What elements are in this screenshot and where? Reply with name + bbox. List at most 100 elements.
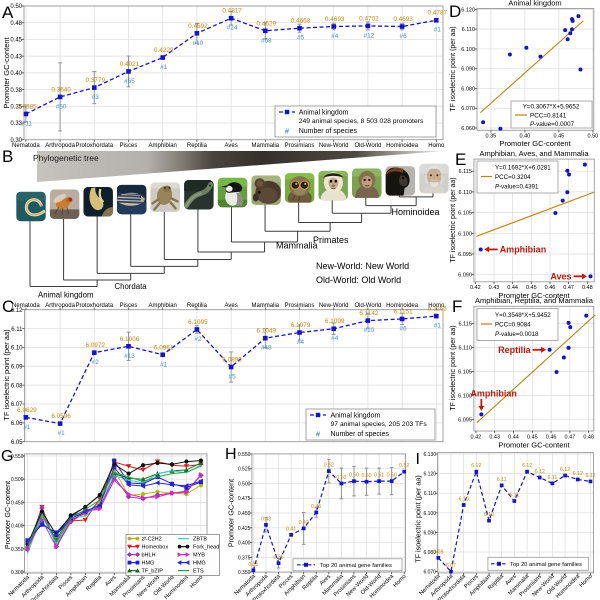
svg-text:0.45: 0.45 (311, 504, 321, 510)
svg-text:6.105: 6.105 (458, 370, 472, 376)
svg-text:6.130: 6.130 (423, 452, 436, 458)
svg-text:Old-World: Old-World (354, 143, 381, 149)
svg-text:#1: #1 (160, 361, 168, 368)
svg-text:#1: #1 (434, 323, 442, 330)
svg-text:6.100: 6.100 (458, 231, 472, 237)
svg-text:6.08: 6.08 (433, 549, 443, 555)
svg-text:Promoter GC-content: Promoter GC-content (499, 139, 571, 148)
svg-text:0.30: 0.30 (10, 138, 22, 144)
svg-text:#12: #12 (364, 32, 375, 39)
svg-text:Amphibian, Aves, and Mammalia: Amphibian, Aves, and Mammalia (479, 149, 589, 158)
svg-text:Old-World: Old-World (354, 303, 381, 309)
svg-text:PCC=0.8141: PCC=0.8141 (530, 113, 567, 120)
svg-text:0.400: 0.400 (11, 524, 24, 530)
svg-text:0.3779: 0.3779 (86, 77, 106, 84)
svg-text:0.4021: 0.4021 (120, 61, 140, 68)
svg-text:#4: #4 (331, 33, 339, 40)
svg-text:0.50: 0.50 (336, 475, 346, 481)
svg-text:Top 20 animal gene families: Top 20 animal gene families (320, 563, 392, 569)
svg-text:6.1142: 6.1142 (359, 310, 379, 317)
svg-text:#6: #6 (400, 325, 408, 332)
svg-text:TF isoelectric point (per aa): TF isoelectric point (per aa) (2, 329, 11, 421)
svg-text:Number of species: Number of species (299, 128, 358, 135)
svg-text:Homeobox: Homeobox (142, 545, 169, 551)
svg-text:0.50: 0.50 (387, 473, 397, 479)
svg-text:0.38: 0.38 (10, 88, 22, 94)
svg-text:0.4629: 0.4629 (257, 20, 277, 27)
svg-text:0.42: 0.42 (471, 435, 482, 441)
svg-text:Promoter GC-content: Promoter GC-content (227, 479, 236, 547)
svg-text:6.0896: 6.0896 (222, 357, 242, 364)
svg-text:Arthropoda: Arthropoda (45, 143, 75, 149)
svg-text:0.4702: 0.4702 (359, 15, 379, 22)
svg-text:0.45: 0.45 (554, 134, 565, 140)
svg-text:Top 20 animal gene families: Top 20 animal gene families (510, 562, 582, 568)
svg-text:0.50: 0.50 (10, 4, 22, 10)
svg-text:Nematoda: Nematoda (12, 143, 40, 149)
svg-text:0.4693: 0.4693 (393, 16, 413, 23)
svg-text:#1: #1 (434, 27, 442, 34)
svg-text:Animal kingdom: Animal kingdom (508, 0, 561, 8)
svg-text:0.500: 0.500 (238, 482, 251, 488)
svg-text:Y=0.1692*X+6.0281: Y=0.1692*X+6.0281 (495, 165, 551, 172)
svg-text:#55: #55 (124, 78, 135, 85)
svg-text:6.100: 6.100 (423, 511, 436, 517)
svg-text:#1: #1 (23, 424, 31, 431)
svg-text:0.3640: 0.3640 (51, 86, 71, 93)
svg-text:0.48: 0.48 (582, 285, 593, 291)
svg-text:G: G (1, 448, 13, 465)
svg-text:Prosimians: Prosimians (285, 303, 315, 309)
svg-text:0.45: 0.45 (527, 435, 538, 441)
svg-text:Chordata: Chordata (115, 282, 148, 291)
svg-text:Pisces: Pisces (120, 303, 138, 309)
svg-text:6.110: 6.110 (459, 345, 472, 351)
svg-text:6.095: 6.095 (458, 418, 472, 424)
svg-text:P: P (495, 331, 500, 338)
svg-text:0.400: 0.400 (238, 541, 251, 547)
svg-text:Aves: Aves (550, 271, 571, 281)
svg-text:0.3385: 0.3385 (17, 104, 37, 111)
svg-text:Reptilia: Reptilia (187, 303, 208, 309)
svg-text:6.09: 6.09 (11, 365, 23, 371)
svg-text:Primates: Primates (313, 235, 349, 245)
svg-text:Reptilia: Reptilia (498, 345, 532, 355)
svg-text:Hominoidea: Hominoidea (386, 303, 419, 309)
svg-text:6.110: 6.110 (459, 190, 472, 196)
svg-text:6.070: 6.070 (423, 570, 436, 576)
svg-text:6.12: 6.12 (11, 308, 23, 314)
svg-text:0.51: 0.51 (374, 473, 384, 479)
svg-text:#48: #48 (261, 345, 272, 352)
svg-text:#5: #5 (229, 374, 237, 381)
svg-text:HMG: HMG (193, 561, 206, 567)
svg-text:P: P (530, 121, 535, 128)
svg-text:Promoter GC-content: Promoter GC-content (498, 441, 570, 450)
svg-text:PCC=0.9084: PCC=0.9084 (495, 322, 531, 329)
svg-text:Mammalia: Mammalia (251, 143, 279, 149)
svg-text:6.07: 6.07 (11, 402, 23, 408)
svg-text:97 animal species, 205 203 TFs: 97 animal species, 205 203 TFs (331, 421, 428, 428)
svg-text:6.06: 6.06 (11, 421, 23, 427)
svg-text:6.12: 6.12 (522, 463, 532, 469)
svg-text:Hominoidea: Hominoidea (392, 207, 440, 217)
svg-text:0.36: 0.36 (273, 555, 283, 561)
svg-text:0.43: 0.43 (489, 285, 500, 291)
svg-text:#24: #24 (227, 25, 238, 32)
svg-text:0.35: 0.35 (10, 105, 22, 111)
svg-text:0.48: 0.48 (10, 21, 22, 27)
svg-text:#10: #10 (193, 40, 204, 47)
svg-text:6.115: 6.115 (459, 169, 472, 175)
svg-text:Homo: Homo (428, 303, 445, 309)
svg-text:-value=0.0007: -value=0.0007 (534, 121, 575, 128)
svg-text:6.110: 6.110 (462, 27, 475, 33)
svg-text:New-World: New-World (319, 143, 349, 149)
svg-text:6.0596: 6.0596 (51, 413, 71, 420)
svg-text:#50: #50 (56, 103, 67, 110)
svg-text:0.47: 0.47 (563, 285, 574, 291)
svg-text:#1: #1 (160, 64, 168, 71)
svg-text:Animal kingdom: Animal kingdom (331, 413, 381, 420)
svg-text:#: # (316, 430, 321, 439)
svg-text:F: F (452, 297, 462, 316)
svg-text:0.525: 0.525 (238, 467, 251, 473)
svg-text:6.080: 6.080 (461, 87, 475, 93)
svg-text:6.11: 6.11 (548, 475, 558, 481)
